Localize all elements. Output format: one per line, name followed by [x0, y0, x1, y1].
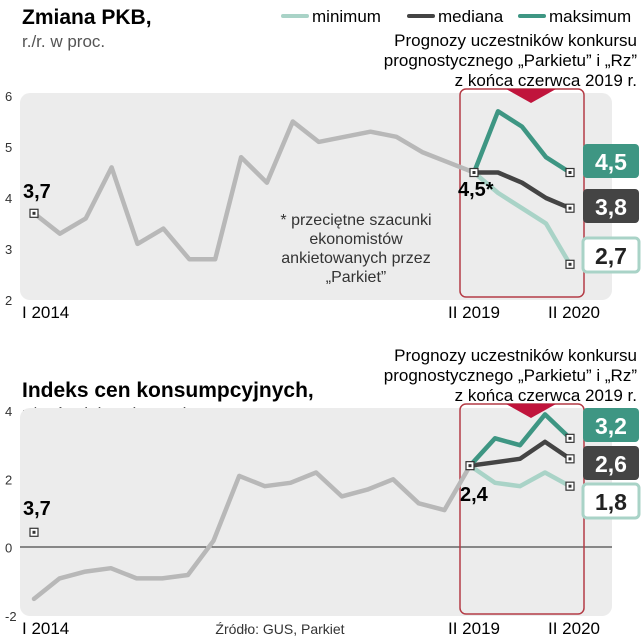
gdp-forecast-note-line2: prognostycznego „Parkietu” i „Rz” [384, 51, 638, 70]
cpi-y-tick-label: 0 [5, 541, 12, 556]
cpi-history-line [31, 463, 473, 602]
gdp-footnote-line4: „Parkiet” [326, 269, 386, 286]
cpi-start-marker-dot [32, 530, 36, 534]
cpi-minimum-end-marker-dot [568, 484, 572, 488]
cpi-mediana-end-marker-dot [568, 457, 572, 461]
cpi-min-end-value: 1,8 [595, 489, 627, 515]
cpi-forecast-start-marker-dot [468, 464, 472, 468]
cpi-forecast-marker [506, 404, 556, 418]
gdp-chart-subtitle: r./r. w proc. [22, 32, 105, 51]
gdp-y-tick-label: 4 [5, 191, 12, 206]
gdp-x-end-label: II 2020 [548, 303, 600, 322]
cpi-plot-area [20, 408, 612, 616]
cpi-forecast-note-line2: prognostycznego „Parkietu” i „Rz” [384, 366, 638, 385]
cpi-start-label: 3,7 [23, 498, 51, 520]
cpi-chart-title: Indeks cen konsumpcyjnych, [22, 379, 314, 402]
gdp-y-tick-label: 6 [5, 89, 12, 104]
cpi-y-tick-label: 4 [5, 404, 12, 419]
cpi-forecast-minimum-line [467, 463, 573, 489]
gdp-footnote: * przeciętne szacunki ekonomistów ankiet… [280, 212, 431, 286]
gdp-forecast-note-line1: Prognozy uczestników konkursu [394, 31, 637, 50]
cpi-med-end-badge: 2,6 [583, 446, 639, 480]
gdp-forecast-start-label: 4,5* [458, 179, 494, 201]
legend-med-label: mediana [438, 7, 504, 26]
gdp-footnote-line2: ekonomistów [309, 231, 403, 248]
cpi-forecast-note-line1: Prognozy uczestników konkursu [394, 346, 637, 365]
cpi-y-tick-label: 2 [5, 472, 12, 487]
cpi-x-start-label: I 2014 [22, 619, 69, 638]
gdp-forecast-marker [506, 89, 556, 103]
gdp-max-end-value: 4,5 [595, 149, 627, 175]
cpi-x-forecast-label: II 2019 [448, 619, 500, 638]
cpi-chart: Prognozy uczestników konkursu prognostyc… [5, 346, 641, 638]
gdp-history-line [31, 119, 477, 262]
gdp-chart-title: Zmiana PKB, [22, 6, 152, 29]
gdp-max-end-badge: 4,5 [583, 144, 639, 178]
gdp-min-end-value: 2,7 [595, 243, 627, 269]
cpi-forecast-mediana-line [467, 439, 573, 468]
gdp-med-end-value: 3,8 [595, 194, 627, 220]
gdp-forecast-maksimum-line [471, 109, 573, 175]
cpi-forecast-maksimum-line [467, 412, 573, 468]
gdp-y-tick-label: 3 [5, 242, 12, 257]
gdp-footnote-line3: ankietowanych przez [281, 250, 430, 267]
gdp-min-end-badge: 2,7 [581, 236, 641, 274]
cpi-maksimum-end-marker-dot [568, 436, 572, 440]
legend-min-label: minimum [312, 7, 381, 26]
gdp-minimum-end-marker-dot [568, 262, 572, 266]
cpi-forecast-start-label: 2,4 [460, 484, 489, 506]
cpi-max-end-value: 3,2 [595, 413, 627, 439]
gdp-x-forecast-label: II 2019 [448, 303, 500, 322]
gdp-maksimum-end-marker-dot [568, 171, 572, 174]
gdp-chart: Zmiana PKB, r./r. w proc. Prognozy uczes… [5, 6, 641, 322]
gdp-forecast-mediana-line [471, 170, 573, 211]
cpi-med-end-value: 2,6 [595, 451, 627, 477]
cpi-forecast-note-line3: z końca czerwca 2019 r. [455, 386, 637, 405]
gdp-plot-area [20, 93, 612, 300]
gdp-x-start-label: I 2014 [22, 303, 69, 322]
gdp-start-label: 3,7 [23, 181, 51, 203]
cpi-min-end-badge: 1,8 [581, 482, 641, 520]
legend-max-label: maksimum [549, 7, 631, 26]
gdp-footnote-line1: * przeciętne szacunki [280, 212, 431, 229]
gdp-y-tick-label: 2 [5, 293, 12, 308]
cpi-x-end-label: II 2020 [548, 619, 600, 638]
cpi-max-end-badge: 3,2 [583, 408, 639, 442]
cpi-y-tick-label: -2 [5, 609, 17, 624]
gdp-forecast-minimum-line [471, 170, 573, 267]
gdp-mediana-end-marker-dot [568, 206, 572, 210]
gdp-forecast-note-line3: z końca czerwca 2019 r. [455, 71, 637, 90]
gdp-med-end-badge: 3,8 [583, 189, 639, 223]
gdp-forecast-start-marker-dot [472, 171, 476, 174]
legend: minimum mediana maksimum [281, 7, 631, 26]
source-note: Źródło: GUS, Parkiet [215, 621, 344, 637]
gdp-start-marker-dot [32, 211, 36, 215]
gdp-y-tick-label: 5 [5, 140, 12, 155]
